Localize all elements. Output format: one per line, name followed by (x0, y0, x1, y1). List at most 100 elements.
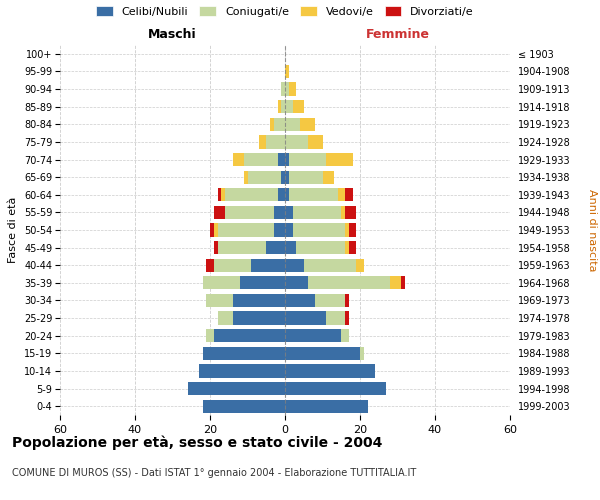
Bar (251, 258, 285, 272)
Bar (203, 400, 285, 413)
Legend: Celibi/Nubili, Coniugati/e, Vedovi/e, Divorziati/e: Celibi/Nubili, Coniugati/e, Vedovi/e, Di… (96, 6, 474, 17)
Bar (214, 206, 225, 219)
Bar (285, 382, 386, 395)
Bar (349, 224, 356, 236)
Y-axis label: Anni di nascita: Anni di nascita (587, 188, 597, 271)
Bar (218, 224, 274, 236)
Bar (214, 258, 251, 272)
Bar (266, 241, 285, 254)
Text: Maschi: Maschi (148, 28, 197, 42)
Bar (349, 241, 356, 254)
Bar (214, 241, 218, 254)
Bar (285, 364, 375, 378)
Bar (266, 136, 285, 148)
Bar (293, 224, 345, 236)
Bar (289, 82, 296, 96)
Bar (281, 170, 285, 183)
Bar (390, 276, 401, 289)
Bar (285, 241, 296, 254)
Bar (218, 188, 221, 202)
Bar (285, 346, 360, 360)
Bar (285, 136, 308, 148)
Bar (345, 294, 349, 307)
Bar (206, 294, 233, 307)
Bar (285, 329, 341, 342)
Bar (345, 312, 349, 324)
Bar (341, 329, 349, 342)
Bar (281, 82, 285, 96)
Bar (345, 188, 353, 202)
Bar (326, 153, 353, 166)
Bar (277, 153, 285, 166)
Bar (274, 118, 285, 131)
Bar (285, 206, 293, 219)
Bar (285, 312, 326, 324)
Bar (337, 188, 345, 202)
Bar (274, 206, 285, 219)
Y-axis label: Fasce di età: Fasce di età (8, 197, 19, 263)
Bar (214, 224, 218, 236)
Text: COMUNE DI MUROS (SS) - Dati ISTAT 1° gennaio 2004 - Elaborazione TUTTITALIA.IT: COMUNE DI MUROS (SS) - Dati ISTAT 1° gen… (12, 468, 416, 477)
Bar (225, 188, 277, 202)
Bar (341, 206, 345, 219)
Bar (285, 400, 367, 413)
Bar (285, 153, 289, 166)
Bar (285, 188, 289, 202)
Bar (199, 364, 285, 378)
Bar (210, 224, 214, 236)
Bar (285, 118, 300, 131)
Bar (296, 241, 345, 254)
Bar (218, 312, 233, 324)
Bar (285, 276, 308, 289)
Bar (285, 65, 289, 78)
Bar (244, 153, 277, 166)
Bar (289, 188, 337, 202)
Bar (259, 136, 266, 148)
Bar (308, 136, 323, 148)
Bar (244, 170, 248, 183)
Bar (274, 224, 285, 236)
Bar (225, 206, 274, 219)
Bar (203, 276, 240, 289)
Bar (289, 153, 326, 166)
Bar (323, 170, 334, 183)
Bar (233, 153, 244, 166)
Bar (270, 118, 274, 131)
Bar (326, 312, 345, 324)
Bar (345, 241, 349, 254)
Bar (281, 100, 285, 114)
Bar (345, 224, 349, 236)
Bar (293, 206, 341, 219)
Bar (293, 100, 304, 114)
Bar (206, 258, 214, 272)
Text: Popolazione per età, sesso e stato civile - 2004: Popolazione per età, sesso e stato civil… (12, 435, 382, 450)
Bar (218, 241, 266, 254)
Bar (300, 118, 315, 131)
Text: Femmine: Femmine (365, 28, 430, 42)
Bar (240, 276, 285, 289)
Bar (206, 329, 214, 342)
Bar (214, 329, 285, 342)
Bar (308, 276, 390, 289)
Bar (304, 258, 356, 272)
Bar (285, 100, 293, 114)
Bar (203, 346, 285, 360)
Bar (285, 170, 289, 183)
Bar (315, 294, 345, 307)
Bar (277, 188, 285, 202)
Bar (356, 258, 364, 272)
Bar (233, 294, 285, 307)
Bar (285, 224, 293, 236)
Bar (277, 100, 281, 114)
Bar (285, 258, 304, 272)
Bar (401, 276, 405, 289)
Bar (248, 170, 281, 183)
Bar (289, 170, 323, 183)
Bar (233, 312, 285, 324)
Bar (187, 382, 285, 395)
Bar (345, 206, 356, 219)
Bar (360, 346, 364, 360)
Bar (221, 188, 225, 202)
Bar (285, 294, 315, 307)
Bar (285, 82, 289, 96)
